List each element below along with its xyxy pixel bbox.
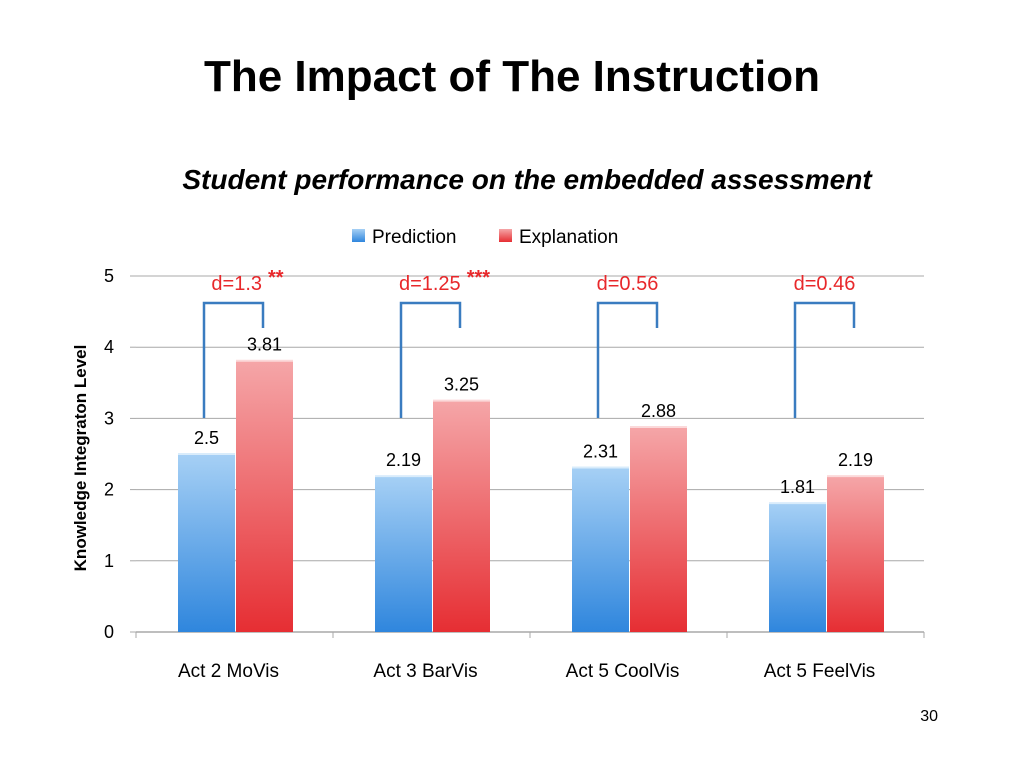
effect-size-label: d=1.3 ** <box>211 267 283 295</box>
significance-stars: ** <box>268 267 284 289</box>
slide-title: The Impact of The Instruction <box>203 52 821 101</box>
chart-subtitle: Student performance on the embedded asse… <box>182 164 872 195</box>
effect-size-value: d=1.25 <box>399 273 461 295</box>
chart-legend: Prediction Explanation <box>352 227 618 248</box>
bar-prediction <box>178 454 235 632</box>
x-axis-categories: Act 2 MoVis Act 3 BarVis Act 5 CoolVis Act … <box>178 661 875 682</box>
page-number: 30 <box>920 708 938 725</box>
effect-size-label: d=0.56 <box>597 273 659 295</box>
significance-brackets: d=1.3 ** d=1.25 *** d=0.56 d=0.46 <box>202 267 856 418</box>
data-label-explanation: 3.25 <box>444 375 479 395</box>
data-label-prediction: 2.31 <box>583 442 618 462</box>
data-label-explanation: 2.19 <box>838 450 873 470</box>
data-label-explanation: 2.88 <box>641 401 676 421</box>
y-axis-label: Knowledge Integraton Level <box>71 345 90 572</box>
legend-swatch-prediction <box>352 229 365 242</box>
y-tick-label: 5 <box>104 266 114 286</box>
effect-size-value: d=0.46 <box>794 273 856 295</box>
y-tick-label: 2 <box>104 480 114 500</box>
x-category-label: Act 3 BarVis <box>373 661 477 682</box>
significance-bracket <box>399 301 462 418</box>
bar-explanation <box>827 476 884 632</box>
bar-prediction <box>572 467 629 632</box>
bar-prediction <box>769 503 826 632</box>
effect-size-value: d=1.3 <box>211 273 262 295</box>
data-label-prediction: 2.5 <box>194 428 219 448</box>
y-tick-label: 3 <box>104 408 114 428</box>
x-category-label: Act 2 MoVis <box>178 661 279 682</box>
bar-explanation <box>630 426 687 632</box>
bar-prediction <box>375 476 432 632</box>
effect-size-label: d=0.46 <box>794 273 856 295</box>
legend-label-prediction: Prediction <box>372 227 457 248</box>
y-tick-label: 4 <box>104 337 114 357</box>
effect-size-label: d=1.25 *** <box>399 267 490 295</box>
data-label-explanation: 3.81 <box>247 335 282 355</box>
bar-explanation <box>433 400 490 632</box>
significance-stars: *** <box>467 267 491 289</box>
significance-bracket <box>202 301 265 418</box>
data-labels: 2.5 3.81 2.19 3.25 2.31 2.88 1.81 2.19 <box>194 335 873 497</box>
significance-bracket <box>793 301 856 418</box>
data-label-prediction: 2.19 <box>386 450 421 470</box>
significance-bracket <box>596 301 659 418</box>
legend-label-explanation: Explanation <box>519 227 618 248</box>
data-label-prediction: 1.81 <box>780 477 815 497</box>
legend-swatch-explanation <box>499 229 512 242</box>
x-category-label: Act 5 CoolVis <box>566 661 680 682</box>
effect-size-value: d=0.56 <box>597 273 659 295</box>
y-axis-ticks: 0 1 2 3 4 5 <box>104 266 114 642</box>
bars <box>178 359 884 632</box>
bar-explanation <box>236 360 293 632</box>
y-tick-label: 0 <box>104 622 114 642</box>
x-category-label: Act 5 FeelVis <box>764 661 876 682</box>
y-tick-label: 1 <box>104 551 114 571</box>
